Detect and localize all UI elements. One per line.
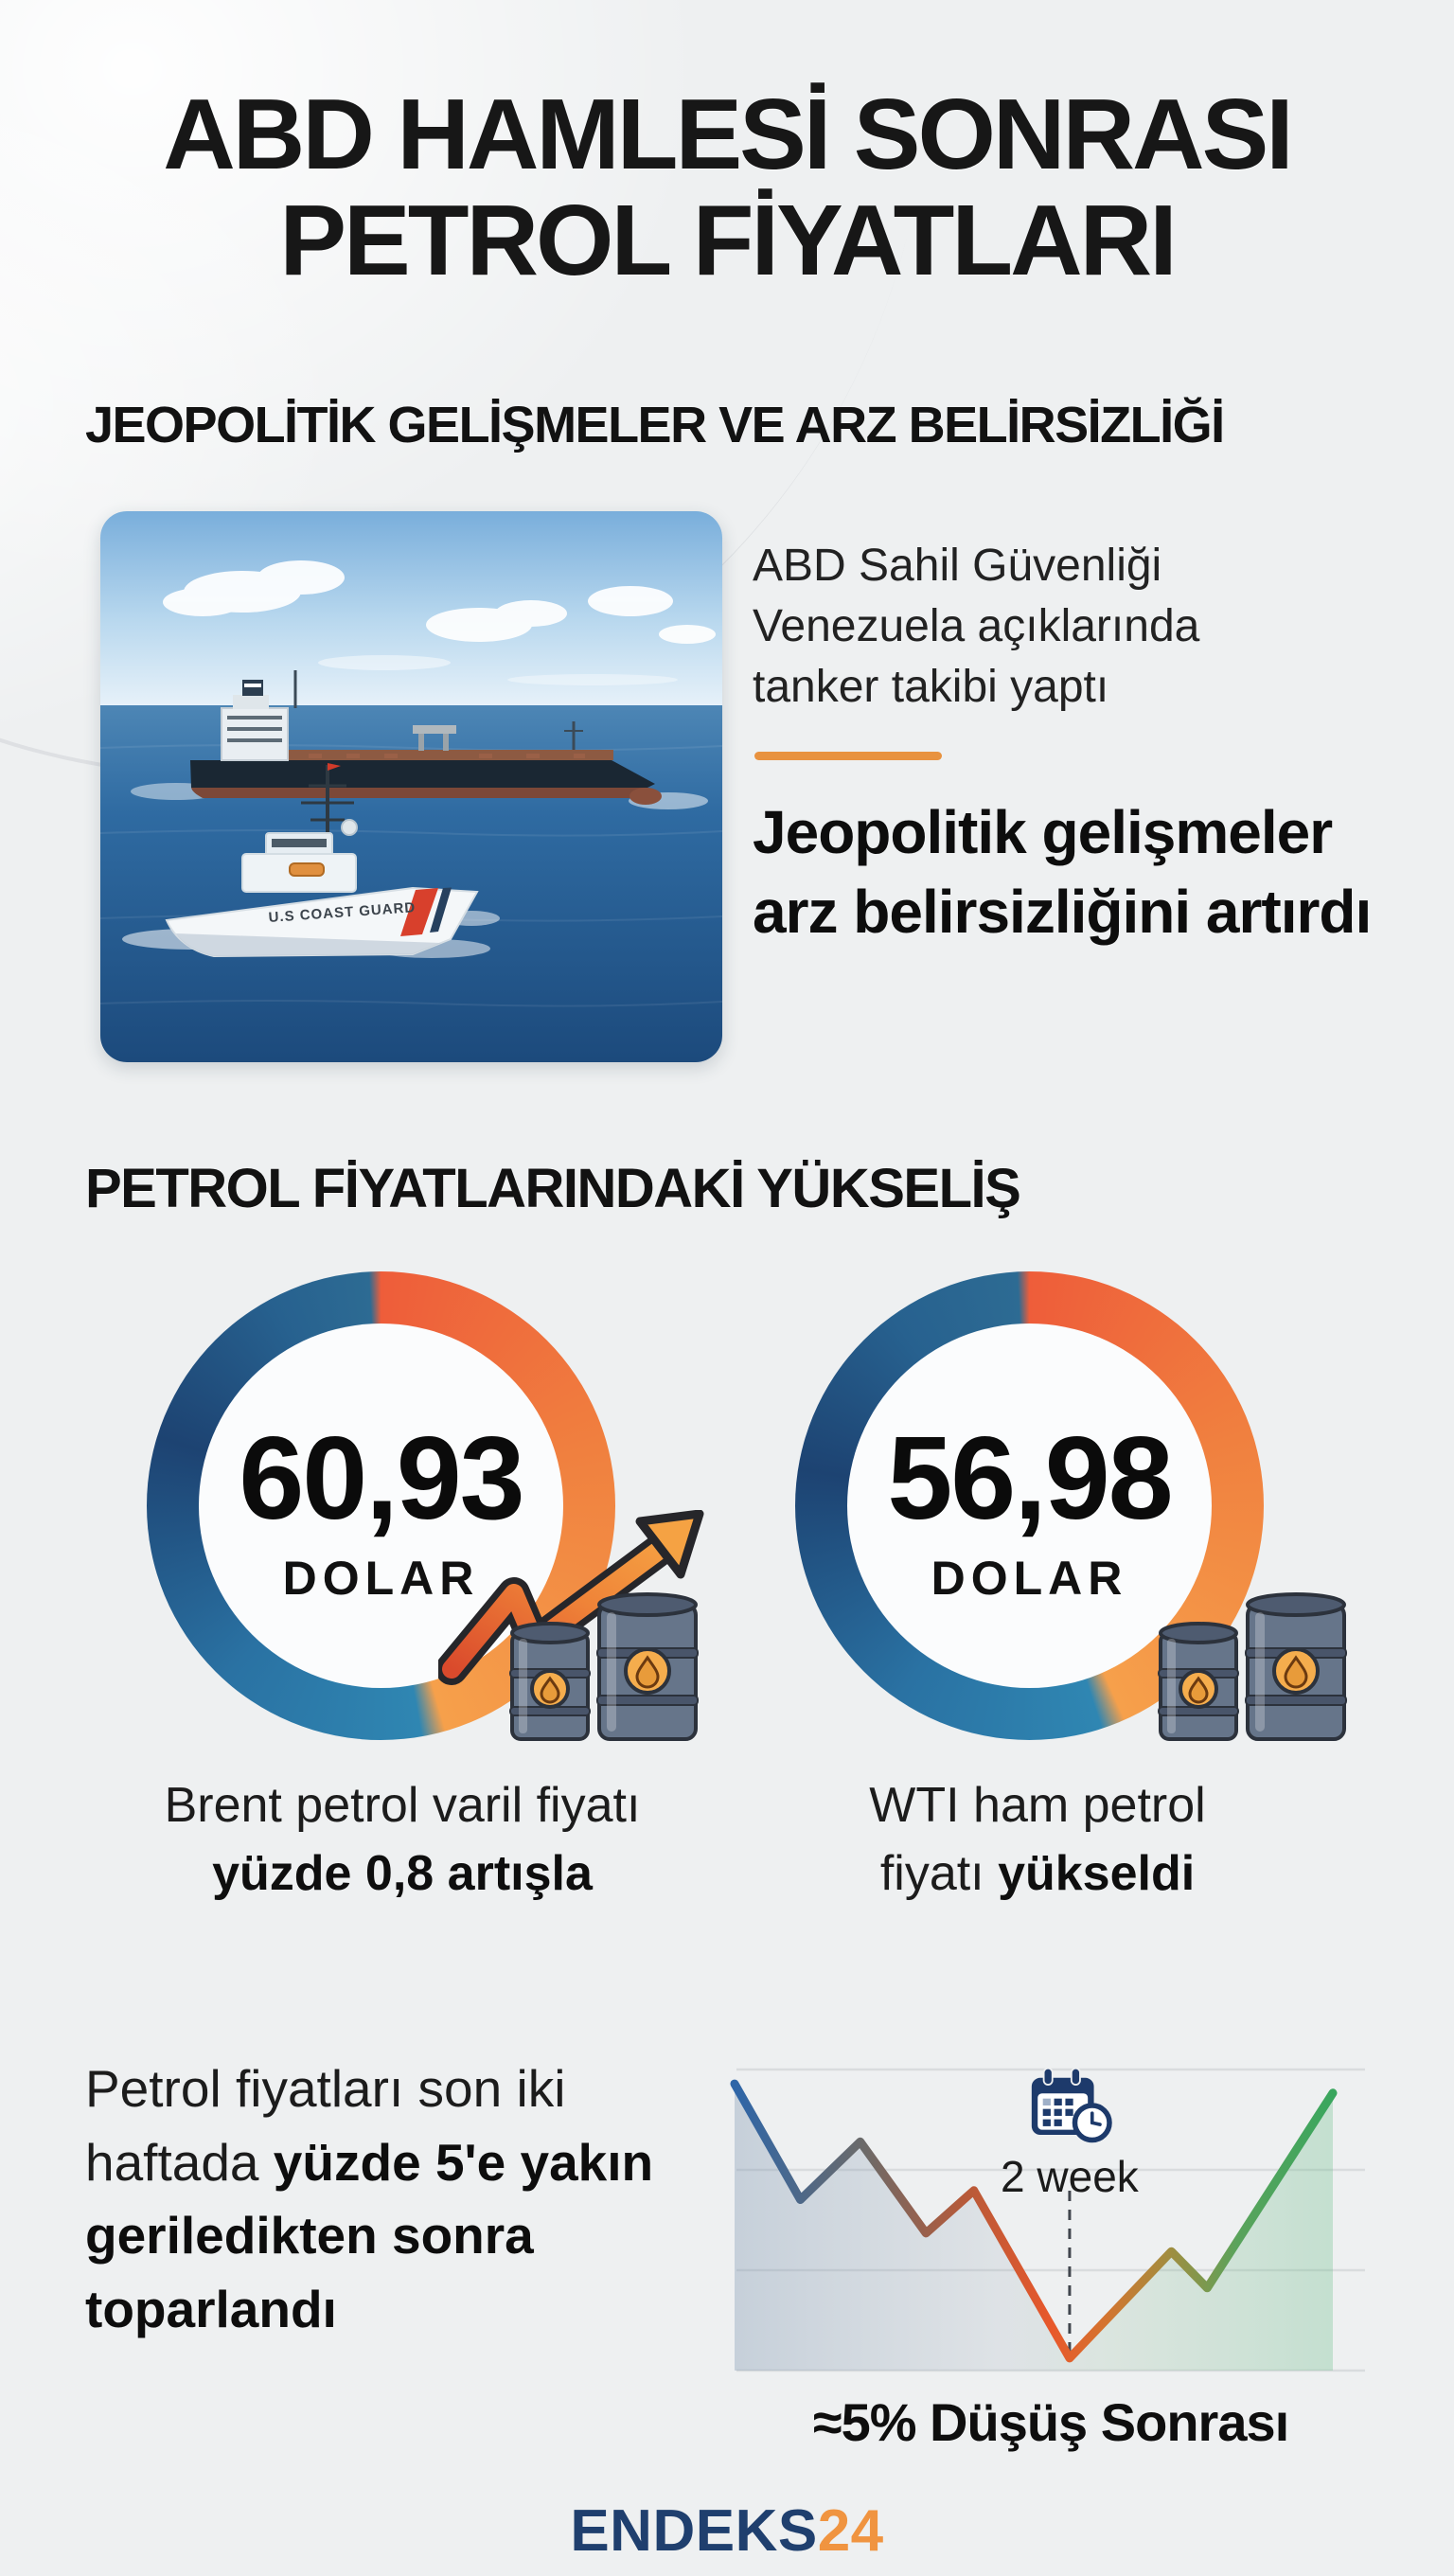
donut-card-wti: 56,98 DOLAR bbox=[795, 1271, 1347, 1741]
trend-line bbox=[730, 2079, 1338, 2363]
orange-divider bbox=[754, 752, 942, 760]
trend-area bbox=[735, 2084, 1333, 2371]
calendar-clock-icon bbox=[1031, 2067, 1112, 2143]
wti-label-line2: fiyatı bbox=[879, 1845, 999, 1901]
oil-barrels-icon bbox=[509, 1592, 699, 1741]
tanker-ship bbox=[131, 670, 708, 809]
photo-scene: U.S COAST GUARD bbox=[100, 511, 722, 1062]
trend-chart-panel: 2 week ≈5% Düşüş Sonrası bbox=[729, 2064, 1373, 2499]
brent-label: Brent petrol varil fiyatı yüzde 0,8 artı… bbox=[164, 1778, 641, 1901]
donut-ring-brent bbox=[147, 1271, 615, 1740]
brand-primary: ENDEKS bbox=[570, 2498, 818, 2564]
page-title: ABD HAMLESİ SONRASI PETROL FİYATLARI bbox=[0, 81, 1454, 294]
wti-price-value: 56,98 bbox=[887, 1412, 1173, 1544]
page-title-line1: ABD HAMLESİ SONRASI bbox=[163, 79, 1294, 190]
section2-heading: PETROL FİYATLARINDAKİ YÜKSELİŞ bbox=[85, 1158, 1021, 1219]
brent-price-value: 60,93 bbox=[239, 1412, 524, 1544]
brent-label-line1: Brent petrol varil fiyatı bbox=[164, 1778, 641, 1833]
rising-arrow-icon bbox=[438, 1510, 704, 1685]
wti-label: WTI ham petrol fiyatı yükseldi bbox=[869, 1778, 1206, 1901]
brand-logo: ENDEKS24 bbox=[0, 2497, 1454, 2565]
section1-heading: JEOPOLİTİK GELİŞMELER VE ARZ BELİRSİZLİĞ… bbox=[85, 397, 1225, 453]
donut-center-brent: 60,93 DOLAR bbox=[147, 1271, 615, 1740]
coast-guard-ship: U.S COAST GUARD bbox=[122, 763, 500, 958]
chart-caption: ≈5% Düşüş Sonrası bbox=[812, 2392, 1289, 2452]
wti-price-unit: DOLAR bbox=[931, 1551, 1128, 1605]
page-title-line2: PETROL FİYATLARI bbox=[279, 185, 1177, 297]
coast-guard-tanker-photo: U.S COAST GUARD bbox=[100, 511, 722, 1062]
oil-barrels-icon bbox=[1158, 1592, 1347, 1741]
section1-lead-text: ABD Sahil Güvenliği Venezuela açıklarınd… bbox=[753, 541, 1200, 712]
recovery-summary-text: Petrol fiyatları son iki haftada yüzde 5… bbox=[85, 2059, 654, 2338]
section1-emphasis-text: Jeopolitik gelişmeler arz belirsizliğini… bbox=[753, 798, 1372, 946]
donut-card-brent: 60,93 DOLAR bbox=[147, 1271, 704, 1741]
brent-price-unit: DOLAR bbox=[282, 1551, 480, 1605]
wti-label-line1: WTI ham petrol bbox=[869, 1778, 1206, 1833]
donut-center-wti: 56,98 DOLAR bbox=[795, 1271, 1264, 1740]
two-week-badge: 2 week bbox=[1001, 2152, 1139, 2201]
brand-secondary: 24 bbox=[817, 2498, 884, 2564]
clouds bbox=[163, 560, 716, 685]
